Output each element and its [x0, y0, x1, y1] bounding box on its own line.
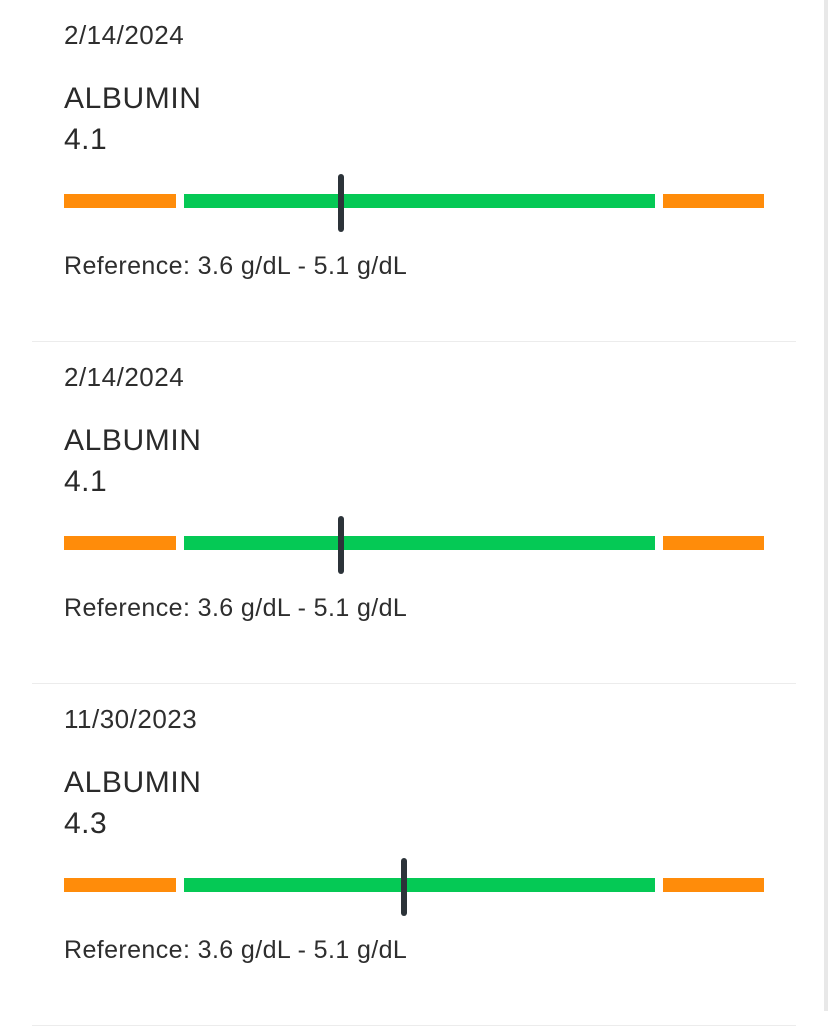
- result-card[interactable]: 2/14/2024 ALBUMIN 4.1 Reference: 3.6 g/d…: [32, 0, 796, 342]
- normal-range-segment: [184, 878, 655, 892]
- reference-range-bar: [64, 516, 764, 576]
- value-marker: [400, 858, 407, 916]
- below-range-segment: [64, 194, 176, 208]
- result-date: 11/30/2023: [64, 704, 198, 734]
- above-range-segment: [663, 536, 764, 550]
- reference-range-text: Reference: 3.6 g/dL - 5.1 g/dL: [64, 936, 408, 964]
- scrollbar-edge: [824, 0, 828, 1011]
- test-value: 4.3: [64, 807, 108, 840]
- test-value: 4.1: [64, 123, 108, 156]
- test-name: ALBUMIN: [64, 424, 202, 457]
- result-card[interactable]: 11/30/2023 ALBUMIN 4.3 Reference: 3.6 g/…: [32, 684, 796, 1026]
- test-value: 4.1: [64, 465, 108, 498]
- result-card[interactable]: 2/14/2024 ALBUMIN 4.1 Reference: 3.6 g/d…: [32, 342, 796, 684]
- below-range-segment: [64, 878, 176, 892]
- value-marker: [338, 516, 344, 574]
- above-range-segment: [663, 194, 764, 208]
- result-date: 2/14/2024: [64, 362, 185, 392]
- below-range-segment: [64, 536, 176, 550]
- value-marker: [338, 174, 344, 232]
- test-name: ALBUMIN: [64, 82, 202, 115]
- test-name: ALBUMIN: [64, 766, 202, 799]
- reference-range-text: Reference: 3.6 g/dL - 5.1 g/dL: [64, 594, 408, 622]
- scrollbar-track[interactable]: [814, 0, 828, 1011]
- normal-range-segment: [184, 194, 655, 208]
- above-range-segment: [663, 878, 764, 892]
- normal-range-segment: [184, 536, 655, 550]
- reference-range-text: Reference: 3.6 g/dL - 5.1 g/dL: [64, 252, 408, 280]
- reference-range-bar: [64, 858, 764, 918]
- result-date: 2/14/2024: [64, 20, 185, 50]
- reference-range-bar: [64, 174, 764, 234]
